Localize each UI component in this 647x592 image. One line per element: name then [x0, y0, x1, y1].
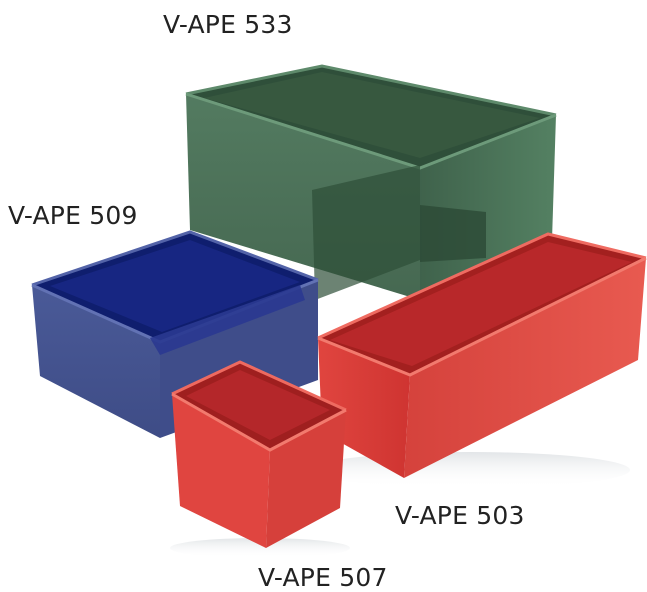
label-v-ape-503: V-APE 503	[395, 501, 525, 530]
red-small-box	[171, 360, 347, 548]
label-v-ape-509: V-APE 509	[8, 201, 138, 230]
red-long-box	[317, 232, 647, 478]
label-v-ape-533: V-APE 533	[163, 10, 293, 39]
green-box	[185, 64, 557, 300]
label-v-ape-507: V-APE 507	[258, 563, 388, 592]
